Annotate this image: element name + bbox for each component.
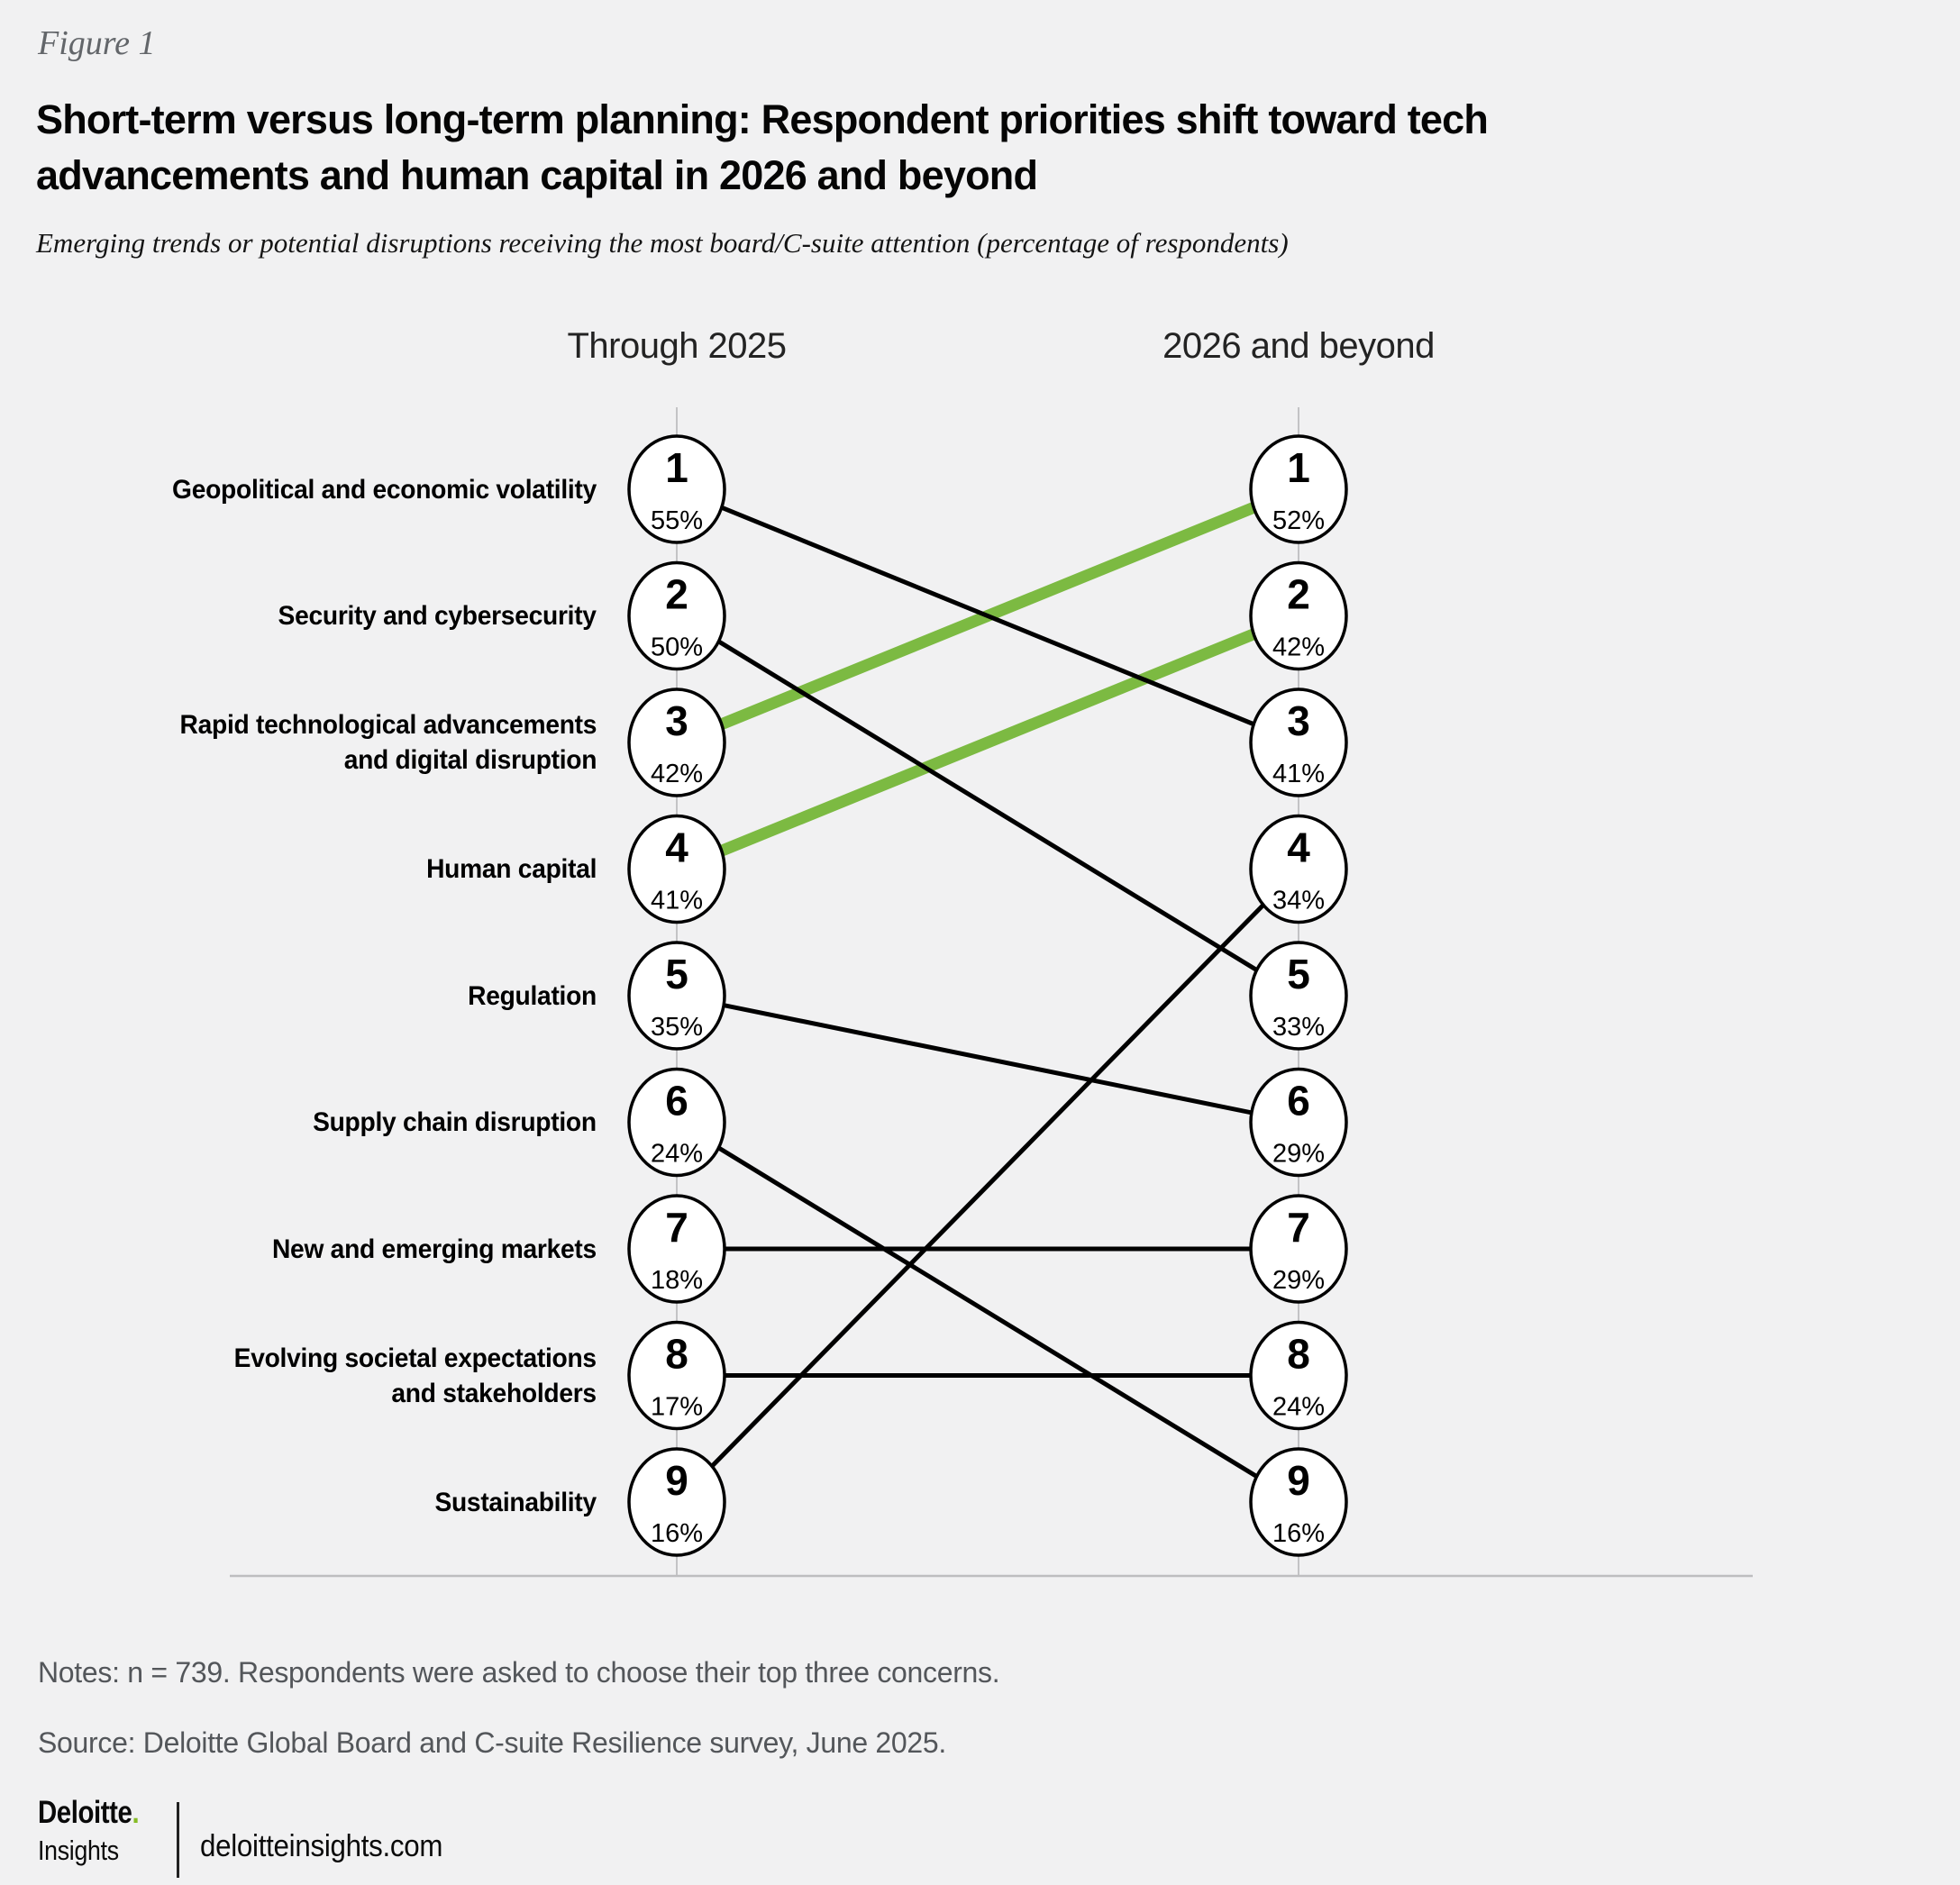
category-label: Evolving societal expectations and stake… <box>233 1343 597 1408</box>
rank-value-left-3: 42% <box>651 760 703 788</box>
rank-number-right-8: 8 <box>1287 1331 1310 1378</box>
category-label: Human capital <box>425 854 597 884</box>
rank-circle-left-3 <box>627 688 726 797</box>
rank-value-left-4: 41% <box>651 887 703 915</box>
rank-number-left-8: 8 <box>665 1331 688 1378</box>
rank-value-right-7: 29% <box>1272 1266 1325 1295</box>
rank-number-left-4: 4 <box>665 824 688 871</box>
column-header-2026-beyond: 2026 and beyond <box>1162 326 1435 366</box>
rank-value-right-5: 33% <box>1272 1013 1325 1042</box>
rank-number-left-7: 7 <box>665 1204 688 1251</box>
rank-number-right-7: 7 <box>1287 1204 1310 1251</box>
rank-number-left-2: 2 <box>665 571 688 618</box>
rank-number-right-1: 1 <box>1287 444 1310 491</box>
rank-number-left-6: 6 <box>665 1078 688 1125</box>
rank-value-left-5: 35% <box>651 1013 703 1042</box>
rank-value-left-7: 18% <box>651 1266 703 1295</box>
category-label: Security and cybersecurity <box>278 601 597 631</box>
rank-number-right-6: 6 <box>1287 1078 1310 1125</box>
rank-number-left-3: 3 <box>665 697 688 744</box>
slope-line-highlight <box>674 610 1301 875</box>
site-url: deloitteinsights.com <box>200 1829 443 1863</box>
chart-title: Short-term versus long-term planning: Re… <box>36 96 1489 198</box>
rank-circle-left-5 <box>627 941 726 1051</box>
figure-label: Figure 1 <box>38 24 156 62</box>
rank-number-right-2: 2 <box>1287 571 1310 618</box>
category-label: Regulation <box>468 980 597 1011</box>
notes-text: Notes: n = 739. Respondents were asked t… <box>38 1656 1000 1689</box>
chart-subtitle: Emerging trends or potential disruptions… <box>36 227 1289 259</box>
rank-value-right-9: 16% <box>1272 1519 1325 1548</box>
rank-circle-left-6 <box>627 1067 726 1178</box>
category-label: New and emerging markets <box>272 1234 597 1264</box>
rank-circle-right-5 <box>1249 941 1348 1051</box>
rank-circle-left-2 <box>627 560 726 671</box>
rank-circle-left-4 <box>627 814 726 924</box>
rank-circle-left-7 <box>627 1194 726 1304</box>
rank-circle-left-9 <box>627 1447 726 1557</box>
category-label: Geopolitical and economic volatility <box>172 474 597 505</box>
rank-value-right-4: 34% <box>1272 887 1325 915</box>
rank-circle-right-6 <box>1249 1067 1348 1178</box>
brand-name: Deloitte. <box>38 1795 140 1830</box>
rank-value-left-6: 24% <box>651 1140 703 1169</box>
rank-number-right-5: 5 <box>1287 951 1310 997</box>
rank-value-right-2: 42% <box>1272 633 1325 662</box>
slope-line <box>676 993 1299 1125</box>
rank-circle-right-4 <box>1249 814 1348 924</box>
source-text: Source: Deloitte Global Board and C-suit… <box>38 1726 946 1759</box>
rank-value-left-9: 16% <box>651 1519 703 1548</box>
rank-circle-left-1 <box>627 434 726 544</box>
rank-value-right-8: 24% <box>1272 1393 1325 1422</box>
rank-value-right-1: 52% <box>1272 506 1325 535</box>
rank-number-right-4: 4 <box>1287 824 1310 871</box>
rank-value-left-2: 50% <box>651 633 703 662</box>
rank-value-right-6: 29% <box>1272 1140 1325 1169</box>
column-header-through-2025: Through 2025 <box>567 326 787 366</box>
brand-green-dot: . <box>132 1795 140 1830</box>
rank-circle-right-2 <box>1249 560 1348 671</box>
rank-circle-right-1 <box>1249 434 1348 544</box>
category-label: Sustainability <box>434 1487 597 1517</box>
rank-number-right-9: 9 <box>1287 1457 1310 1504</box>
logo-divider <box>177 1802 179 1878</box>
slope-line <box>675 1120 1300 1505</box>
slope-line <box>676 487 1299 745</box>
category-label: Supply chain disruption <box>313 1107 597 1137</box>
rank-circle-right-9 <box>1249 1447 1348 1557</box>
rank-value-left-1: 55% <box>651 506 703 535</box>
rank-circle-right-7 <box>1249 1194 1348 1304</box>
rank-number-left-9: 9 <box>665 1457 688 1504</box>
rank-circle-right-3 <box>1249 688 1348 797</box>
slope-line <box>675 614 1300 998</box>
rank-circle-right-8 <box>1249 1320 1348 1431</box>
deloitte-insights-logo: Deloitte. Insights <box>38 1797 159 1864</box>
rank-number-left-1: 1 <box>665 444 688 491</box>
rank-circle-left-8 <box>627 1320 726 1431</box>
slope-line <box>675 867 1300 1504</box>
brand-sub: Insights <box>38 1835 119 1866</box>
rank-value-right-3: 41% <box>1272 760 1325 788</box>
category-label: Rapid technological advancements and dig… <box>179 710 597 775</box>
rank-value-left-8: 17% <box>651 1393 703 1422</box>
rank-number-left-5: 5 <box>665 951 688 997</box>
rank-number-right-3: 3 <box>1287 697 1310 744</box>
